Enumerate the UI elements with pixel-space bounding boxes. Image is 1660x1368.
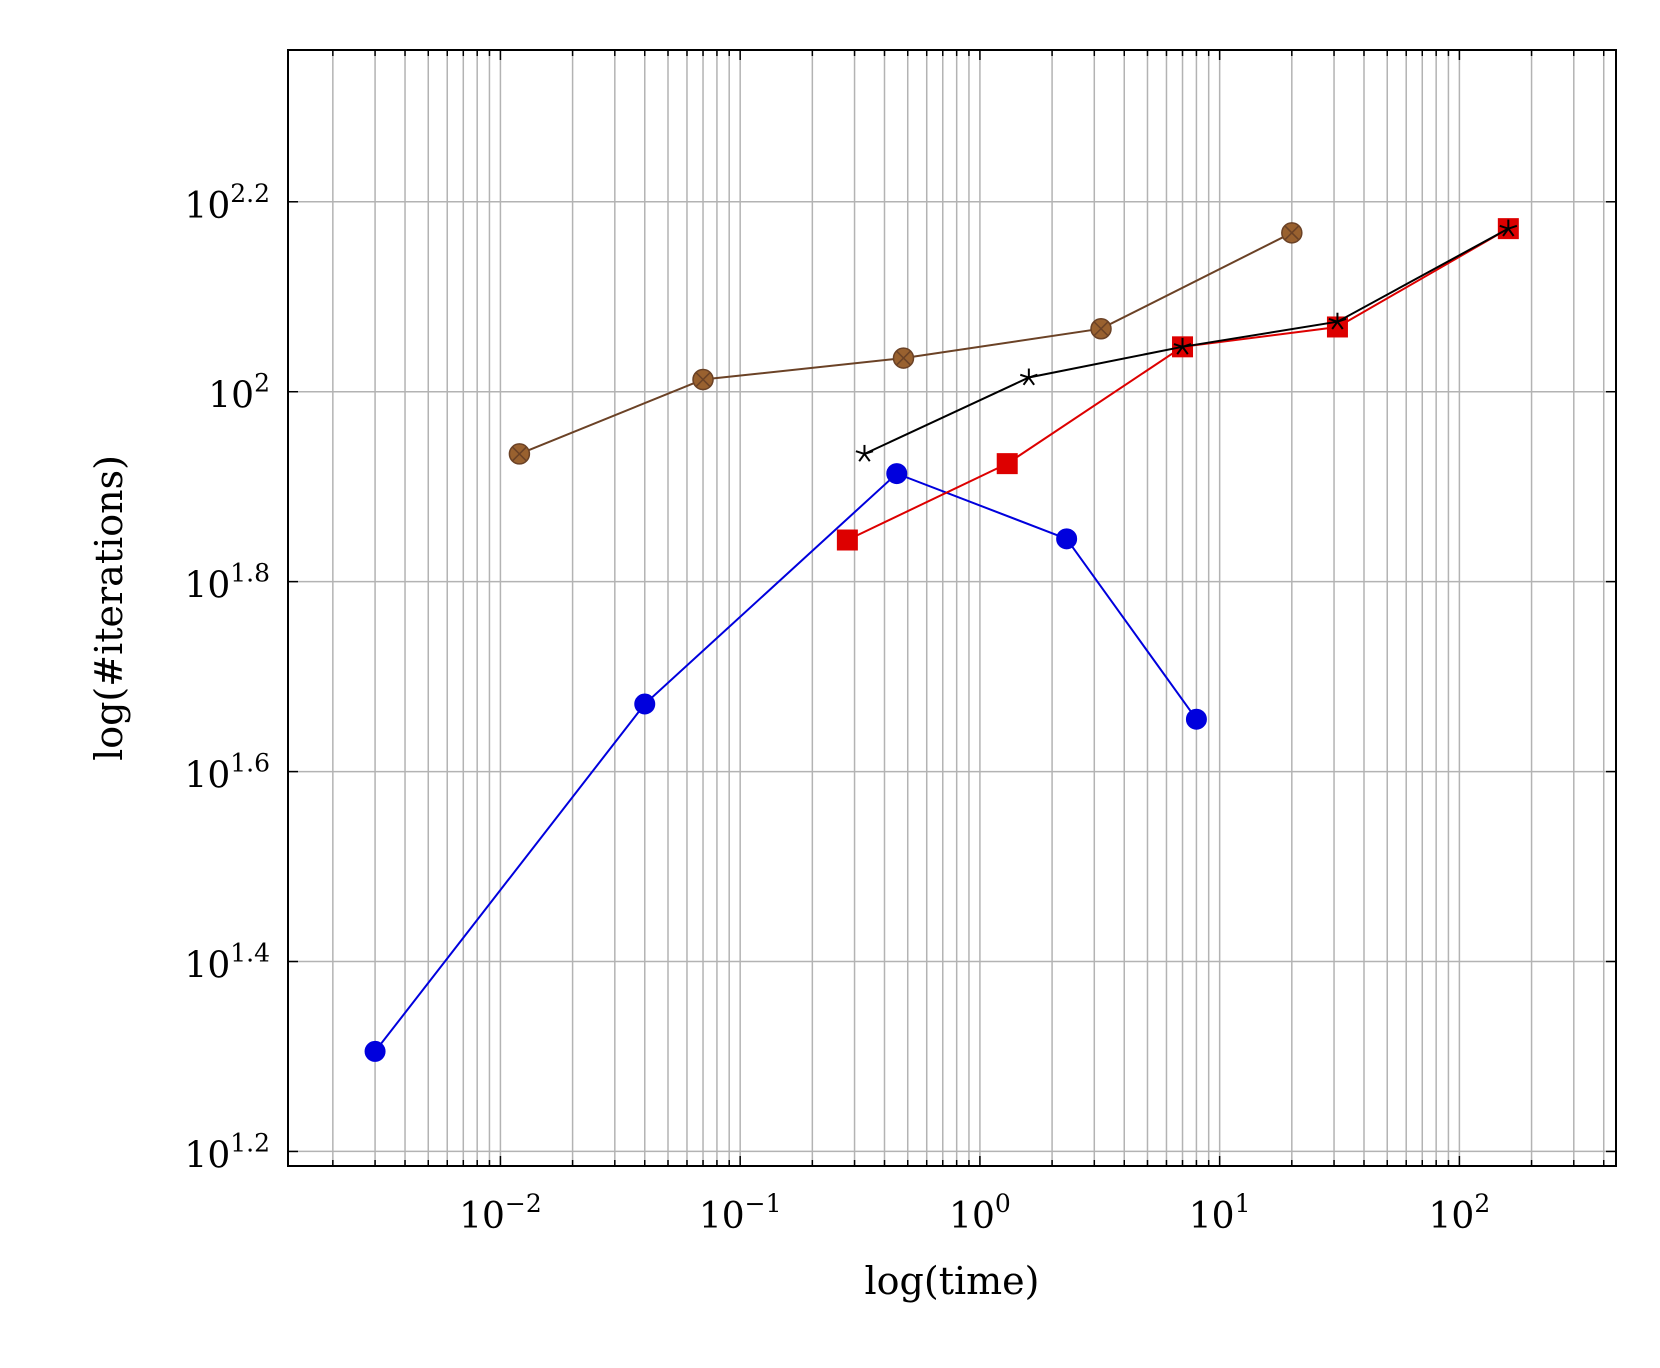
y-tick-label: 101.4 [184, 939, 270, 987]
x-tick-labels: 10−2 10−1 100 101 102 [459, 1189, 1490, 1237]
data-point [855, 444, 874, 462]
marker-cross [1093, 321, 1109, 337]
star-arm [1176, 346, 1184, 355]
data-point [836, 529, 858, 551]
y-tick-labels: 101.2 101.4 101.6 101.8 102 102.2 [184, 179, 270, 1177]
star-arm [1507, 228, 1515, 237]
x-axis-title: log(time) [865, 1259, 1040, 1303]
x-tick-label: 100 [949, 1189, 1011, 1237]
star-arm [1328, 317, 1338, 323]
data-point [886, 463, 908, 485]
grid [288, 50, 1616, 1166]
y-tick-label: 101.6 [184, 749, 270, 797]
star-arm [1337, 317, 1347, 323]
x-tick-label: 10−2 [459, 1189, 542, 1237]
star-arm [1028, 373, 1038, 379]
data-point [1173, 337, 1192, 355]
data-point [1328, 312, 1347, 330]
series-layer [364, 218, 1519, 1062]
tick-layer [288, 50, 1616, 1166]
y-tick-label: 102 [208, 369, 270, 417]
star-arm [1331, 321, 1339, 330]
x-tick-label: 101 [1189, 1189, 1251, 1237]
star-arm [1181, 346, 1189, 355]
data-point [1499, 219, 1518, 237]
star-arm [1508, 224, 1518, 230]
star-arm [855, 450, 865, 455]
data-point [692, 368, 714, 391]
star-arm [1182, 343, 1192, 348]
plot-frame [287, 49, 1617, 1167]
data-point [1090, 317, 1112, 340]
star-arm [864, 450, 874, 455]
series-4 [508, 222, 1303, 465]
star-arm [1499, 224, 1509, 230]
x-tick-label: 102 [1429, 1189, 1491, 1237]
data-point [1056, 528, 1078, 550]
marker-cross [511, 446, 527, 462]
star-arm [1019, 373, 1030, 379]
data-point [1019, 368, 1038, 386]
y-tick-label: 101.8 [184, 559, 270, 607]
marker-cross [695, 372, 711, 388]
star-arm [1336, 321, 1344, 330]
star-arm [1028, 376, 1035, 386]
data-point [892, 347, 915, 369]
star-arm [863, 453, 871, 462]
marker-cross [895, 350, 912, 366]
star-arm [1173, 343, 1183, 348]
data-point [508, 443, 531, 465]
marker-cross [1284, 225, 1300, 241]
star-arm [1022, 376, 1030, 386]
series-1 [364, 463, 1207, 1062]
y-tick-label: 101.2 [184, 1128, 270, 1176]
data-point [1281, 222, 1303, 244]
data-point [996, 453, 1018, 475]
star-arm [1502, 228, 1510, 237]
data-point [1185, 708, 1207, 730]
y-tick-label: 102.2 [184, 179, 270, 227]
y-axis-title: log(#iterations) [87, 455, 131, 761]
data-point [364, 1040, 386, 1062]
star-arm [858, 453, 866, 462]
x-tick-label: 10−1 [699, 1189, 782, 1237]
data-point [634, 693, 656, 715]
series-3 [855, 219, 1518, 462]
